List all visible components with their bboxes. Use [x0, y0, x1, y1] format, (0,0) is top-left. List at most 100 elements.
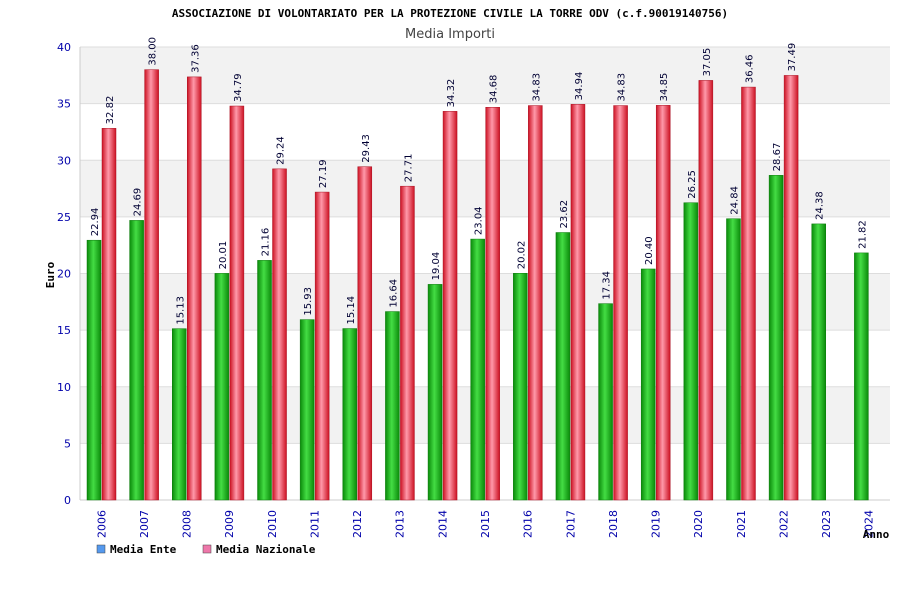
- bar-value-label: 34.83: [617, 73, 628, 102]
- bar-value-label: 24.69: [133, 188, 144, 217]
- bar-value-label: 38.00: [148, 37, 159, 66]
- bar-media-ente: [427, 284, 443, 501]
- bar-media-nazionale: [655, 105, 671, 501]
- x-tick-label: 2017: [564, 510, 577, 538]
- x-tick-label: 2008: [181, 510, 194, 538]
- bar-value-label: 16.64: [388, 279, 399, 308]
- chart-title: ASSOCIAZIONE DI VOLONTARIATO PER LA PROT…: [172, 7, 728, 20]
- bar-value-label: 26.25: [687, 170, 698, 199]
- y-tick-label: 25: [57, 211, 71, 224]
- bar-media-ente: [513, 273, 528, 501]
- bar-value-label: 24.38: [815, 191, 826, 220]
- bar-value-label: 15.14: [346, 296, 357, 325]
- y-tick-label: 35: [57, 98, 71, 111]
- bar-value-label: 34.68: [489, 75, 500, 104]
- bar-value-label: 21.82: [857, 220, 868, 249]
- bar-value-label: 28.67: [772, 143, 783, 172]
- bar-media-ente: [214, 273, 230, 501]
- bar-value-label: 19.04: [431, 252, 442, 281]
- bar-media-nazionale: [570, 104, 586, 501]
- y-tick-label: 15: [57, 324, 71, 337]
- x-tick-label: 2019: [650, 510, 663, 538]
- bar-value-label: 23.04: [474, 206, 485, 235]
- bar-media-nazionale: [442, 111, 458, 501]
- chart-subtitle: Media Importi: [405, 27, 495, 42]
- x-tick-label: 2021: [735, 510, 748, 538]
- bar-value-label: 37.36: [190, 44, 201, 73]
- bar-media-nazionale: [783, 75, 799, 501]
- bar-value-label: 27.19: [318, 159, 329, 188]
- bar-value-label: 15.13: [175, 296, 186, 325]
- x-tick-label: 2016: [522, 510, 535, 538]
- x-tick-label: 2023: [820, 510, 833, 538]
- bar-media-ente: [299, 319, 315, 501]
- y-tick-label: 0: [64, 494, 71, 507]
- bar-value-label: 37.49: [787, 43, 798, 72]
- bar-media-nazionale: [144, 69, 159, 501]
- bar-value-label: 20.02: [516, 241, 527, 270]
- bar-media-ente: [385, 311, 400, 501]
- bar-value-label: 29.43: [361, 134, 372, 163]
- bar-value-label: 21.16: [261, 228, 272, 257]
- y-tick-label: 30: [57, 154, 71, 167]
- y-tick-label: 10: [57, 381, 71, 394]
- bar-media-ente: [598, 303, 613, 501]
- x-tick-label: 2009: [223, 510, 236, 538]
- y-axis-ticks: 0 5 10 15 20 25 30 35 40: [57, 41, 71, 507]
- bar-value-label: 29.24: [276, 136, 287, 165]
- bar-media-ente: [640, 268, 656, 501]
- x-tick-label: 2014: [436, 510, 449, 538]
- x-tick-label: 2007: [138, 510, 151, 538]
- legend-label: Media Ente: [110, 543, 177, 556]
- bar-value-label: 17.34: [602, 271, 613, 300]
- bar-media-nazionale: [613, 105, 628, 501]
- y-tick-label: 40: [57, 41, 71, 54]
- bars: [86, 69, 869, 501]
- bar-media-ente: [257, 260, 272, 501]
- bar-media-nazionale: [101, 128, 117, 501]
- x-axis-label: Anno: [863, 528, 890, 541]
- x-tick-label: 2020: [692, 510, 705, 538]
- bar-media-ente: [683, 202, 699, 501]
- x-tick-label: 2015: [479, 510, 492, 538]
- x-tick-label: 2022: [777, 510, 790, 538]
- bar-value-label: 34.83: [531, 73, 542, 102]
- bar-value-label: 34.32: [446, 79, 457, 108]
- bar-media-nazionale: [698, 80, 714, 501]
- y-tick-label: 5: [64, 437, 71, 450]
- x-tick-label: 2024: [863, 510, 876, 538]
- bar-value-label: 36.46: [744, 54, 755, 83]
- x-tick-label: 2011: [308, 510, 321, 538]
- bar-media-ente: [768, 175, 784, 501]
- bar-media-ente: [342, 328, 358, 501]
- bar-media-nazionale: [187, 76, 202, 501]
- bar-media-nazionale: [485, 106, 500, 501]
- bar-value-label: 34.94: [574, 72, 585, 101]
- bar-value-label: 37.05: [702, 48, 713, 77]
- x-tick-label: 2012: [351, 510, 364, 538]
- value-labels: 22.94 32.82 24.69 38.00 15.13 37.36 20.01 34.79…: [90, 37, 868, 325]
- bar-media-ente: [555, 232, 571, 501]
- bar-media-nazionale: [528, 105, 543, 501]
- bar-media-nazionale: [314, 191, 330, 501]
- bar-value-label: 34.85: [659, 73, 670, 102]
- bar-value-label: 20.40: [644, 236, 655, 265]
- bar-value-label: 20.01: [218, 241, 229, 270]
- y-axis-label: Euro: [44, 261, 57, 288]
- bar-media-ente: [854, 252, 869, 501]
- bar-media-nazionale: [400, 185, 415, 501]
- legend-swatch: [96, 544, 106, 554]
- bar-media-nazionale: [741, 86, 756, 501]
- bar-value-label: 22.94: [90, 208, 101, 237]
- bar-value-label: 27.71: [403, 154, 414, 183]
- bar-media-ente: [86, 239, 102, 501]
- y-tick-label: 20: [57, 268, 71, 281]
- bar-value-label: 15.93: [303, 287, 314, 316]
- bar-value-label: 24.84: [729, 186, 740, 215]
- legend-swatch: [202, 544, 212, 554]
- bar-value-label: 23.62: [559, 200, 570, 229]
- x-tick-label: 2013: [394, 510, 407, 538]
- bar-media-nazionale: [357, 166, 373, 501]
- legend-label: Media Nazionale: [216, 543, 316, 556]
